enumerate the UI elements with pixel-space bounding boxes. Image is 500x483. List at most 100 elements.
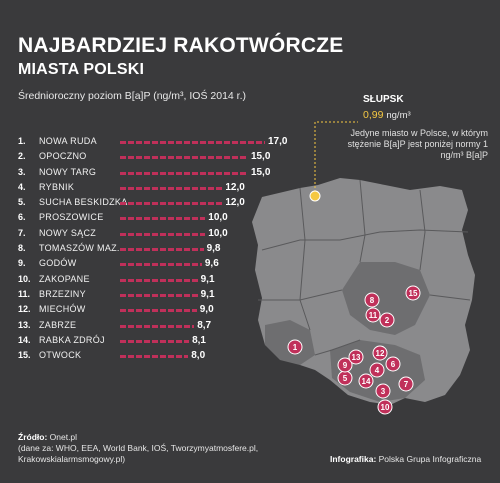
value-bar <box>120 355 189 359</box>
value-bar <box>120 156 248 160</box>
city-marker <box>385 356 401 372</box>
city-marker-label: 14 <box>362 377 371 386</box>
city-name: NOWY SĄCZ <box>39 227 97 238</box>
city-name: NOWY TARG <box>39 166 97 177</box>
rank-number: 2. <box>18 151 26 162</box>
ranking-row: 8. TOMASZÓW MAZ. 9,8 <box>18 241 278 256</box>
value-label: 9,6 <box>204 258 219 270</box>
city-marker-label: 12 <box>376 349 385 358</box>
value-label: 15,0 <box>250 166 271 178</box>
city-marker-label: 6 <box>391 360 396 369</box>
city-marker <box>398 376 414 392</box>
rank-number: 3. <box>18 166 26 177</box>
subtitle: Średnioroczny poziom B[a]P (ng/m³, IOŚ 2… <box>18 90 246 102</box>
city-marker-label: 9 <box>343 361 348 370</box>
value-bar <box>120 171 248 175</box>
ranking-row: 4. RYBNIK 12,0 <box>18 180 278 195</box>
rank-number: 8. <box>18 243 26 254</box>
city-name: ZABRZE <box>39 319 77 330</box>
rank-number: 4. <box>18 181 26 192</box>
slupsk-value: 0,99 <box>363 109 384 121</box>
rank-number: 11. <box>18 288 31 299</box>
city-marker-label: 13 <box>352 353 361 362</box>
city-marker-label: 8 <box>370 296 375 305</box>
city-name: ZAKOPANE <box>39 273 90 284</box>
slupsk-unit: ng/m³ <box>386 110 411 121</box>
value-bar <box>120 217 206 221</box>
city-name: SUCHA BESKIDZKA <box>39 197 128 208</box>
city-marker-label: 2 <box>385 316 390 325</box>
value-bar <box>120 202 223 206</box>
ranking-chart: 1. NOWA RUDA 17,0 2. OPOCZNO 15,0 3. NOWY TARG 1… <box>18 134 287 363</box>
value-label: 9,1 <box>200 273 215 285</box>
city-marker <box>379 312 395 328</box>
city-marker-label: 15 <box>409 289 418 298</box>
city-marker-label: 4 <box>375 366 380 375</box>
source-line3: Krakowskialarmsmogowy.pl) <box>18 454 126 464</box>
city-name: NOWA RUDA <box>39 136 97 146</box>
city-name: MIECHÓW <box>39 304 86 315</box>
value-bar <box>120 186 223 190</box>
city-marker <box>348 349 364 365</box>
source: Źródło: Onet.pl (dane za: WHO, EEA, Worl… <box>18 432 258 465</box>
city-marker <box>377 399 393 415</box>
value-label: 8,0 <box>191 350 206 362</box>
city-name: GODÓW <box>39 258 77 269</box>
ranking-row: 13. ZABRZE 8,7 <box>18 318 278 333</box>
city-marker <box>358 373 374 389</box>
city-marker-label: 3 <box>381 387 386 396</box>
city-marker <box>405 285 421 301</box>
city-marker <box>287 339 303 355</box>
ranking-row: 10. ZAKOPANE 9,1 <box>18 272 278 287</box>
value-bar <box>120 293 198 297</box>
value-label: 17,0 <box>268 136 288 147</box>
credit-text: Polska Grupa Infograficzna <box>376 454 482 464</box>
city-name: RYBNIK <box>39 181 75 192</box>
value-label: 10,0 <box>208 212 228 224</box>
city-marker-label: 11 <box>369 311 378 320</box>
value-label: 12,0 <box>225 197 245 209</box>
value-label: 15,0 <box>250 151 271 163</box>
ranking-row: 2. OPOCZNO 15,0 <box>18 149 278 164</box>
value-bar <box>120 248 204 252</box>
ranking-row: 5. SUCHA BESKIDZKA 12,0 <box>18 195 278 210</box>
ranking-row: 11. BRZEZINY 9,1 <box>18 287 278 302</box>
value-label: 10,0 <box>208 227 228 239</box>
ranking-row: 9. GODÓW 9,6 <box>18 256 278 271</box>
value-label: 12,0 <box>225 181 245 193</box>
value-label: 8,7 <box>197 319 212 331</box>
city-marker <box>364 292 380 308</box>
slupsk-marker <box>309 190 321 202</box>
value-label: 9,0 <box>199 304 214 316</box>
credit-label: Infografika: <box>330 454 377 464</box>
city-marker <box>375 383 391 399</box>
ranking-row: 3. NOWY TARG 15,0 <box>18 165 278 180</box>
value-label: 8,1 <box>192 334 206 346</box>
rank-number: 1. <box>18 136 26 146</box>
source-line2: (dane za: WHO, EEA, World Bank, IOŚ, Two… <box>18 443 259 453</box>
city-name: TOMASZÓW MAZ. <box>39 243 120 254</box>
rank-number: 10. <box>18 273 31 284</box>
slupsk-value-row: 0,99 ng/m³ <box>363 109 411 121</box>
value-bar <box>120 141 265 144</box>
ranking-row: 12. MIECHÓW 9,0 <box>18 302 278 317</box>
credit: Infografika: Polska Grupa Infograficzna <box>330 454 481 464</box>
city-name: OTWOCK <box>39 350 82 361</box>
city-name: OPOCZNO <box>39 151 87 162</box>
value-label: 9,8 <box>206 243 221 255</box>
title-line2: MIASTA POLSKI <box>18 61 145 78</box>
ranking-row: 15. OTWOCK 8,0 <box>18 348 278 363</box>
rank-number: 12. <box>18 304 31 315</box>
value-bar <box>120 263 202 267</box>
city-marker-label: 1 <box>293 343 298 352</box>
rank-number: 7. <box>18 227 26 238</box>
source-text: Onet.pl <box>47 432 78 442</box>
source-label: Źródło: <box>18 432 48 442</box>
city-marker <box>372 345 388 361</box>
ranking-row: 14. RABKA ZDRÓJ 8,1 <box>18 333 278 348</box>
value-bar <box>120 232 206 236</box>
city-name: PROSZOWICE <box>39 212 104 223</box>
city-marker-label: 10 <box>381 403 390 412</box>
city-marker <box>365 307 381 323</box>
